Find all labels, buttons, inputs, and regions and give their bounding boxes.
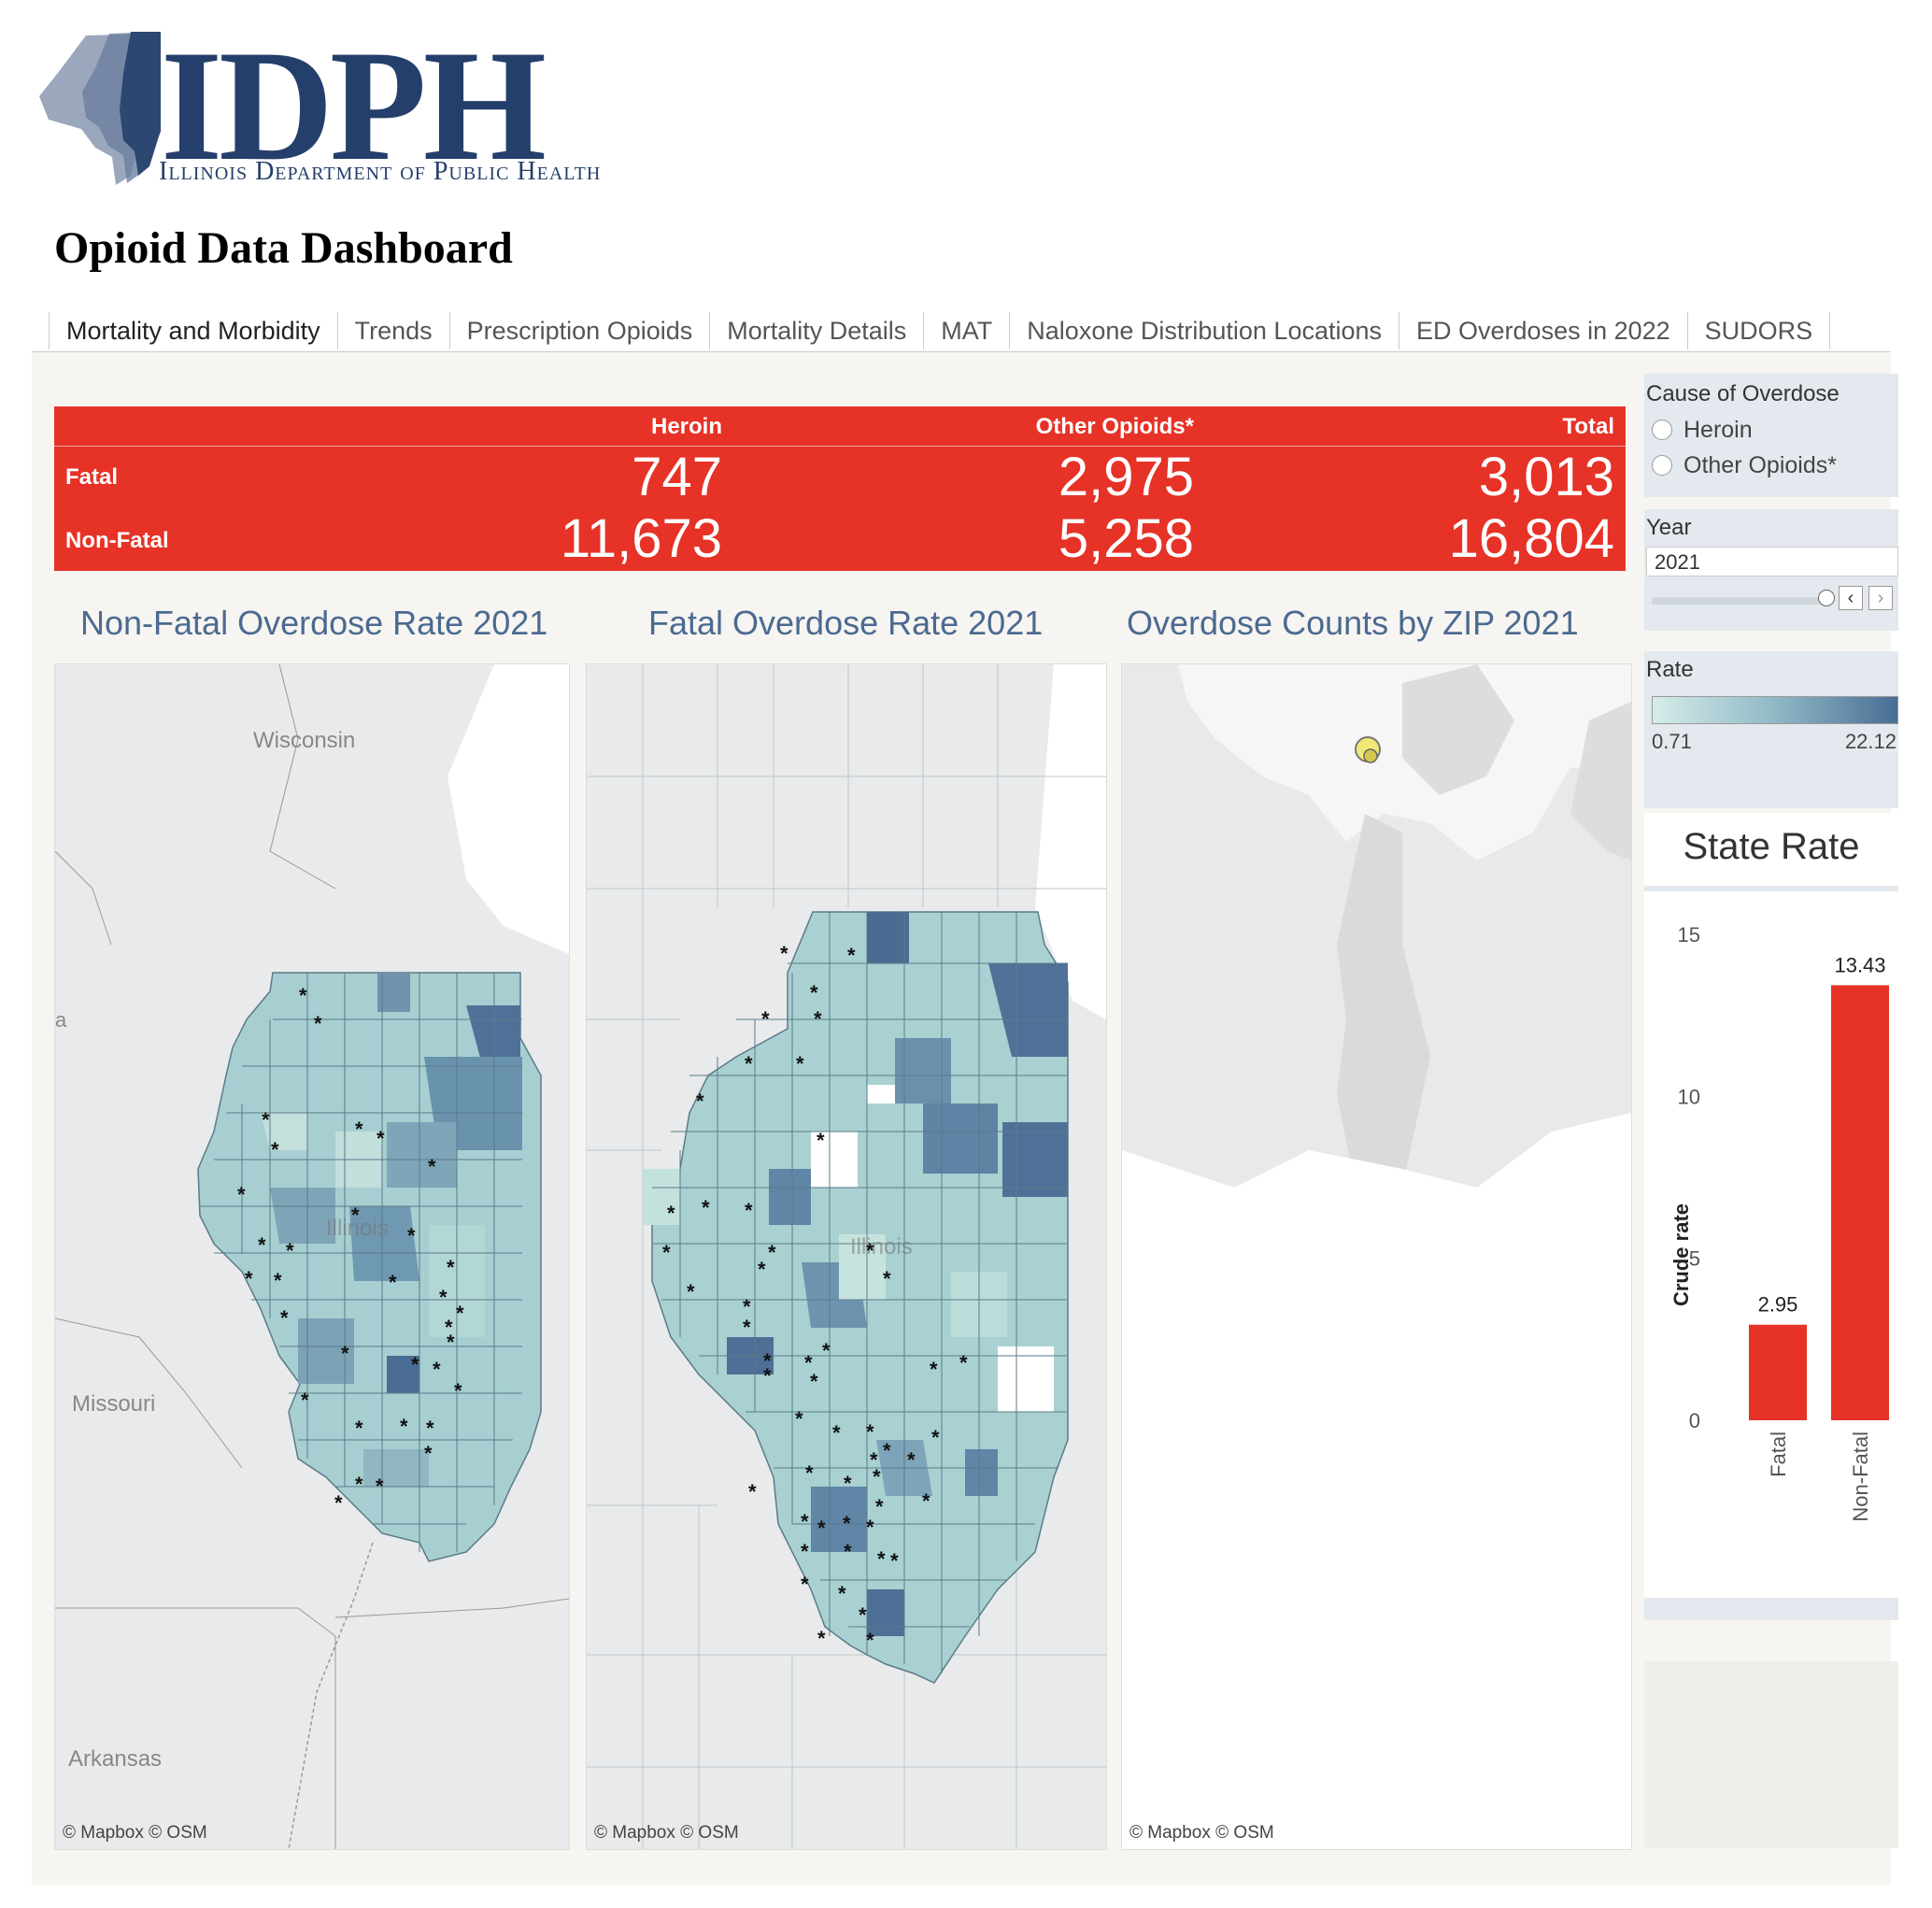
rate-legend: Rate 0.71 22.12 [1644,651,1898,808]
year-slider-handle[interactable] [1818,590,1835,606]
label-missouri: Missouri [72,1391,156,1417]
kpi-fatal-other-opioids: 2,975 [1058,447,1194,507]
tab-ed-overdoses-2022[interactable]: ED Overdoses in 2022 [1399,312,1688,349]
logo-wordmark: IDPH [161,18,547,193]
label-arkansas: Arkansas [68,1746,163,1772]
zip-overdose-counts-map[interactable]: © Mapbox © OSM [1121,663,1632,1850]
rate-max-value: 22.12 [1844,730,1896,753]
cause-option-heroin[interactable]: Heroin [1652,417,1753,444]
bar-value-label: 13.43 [1834,953,1885,976]
chart-footer-bar [1644,1598,1898,1620]
state-rate-chart: State Rate 0 5 10 15 2.95 Fatal 13.43 Non-Fatal… [1644,813,1898,1620]
kpi-fatal-heroin: 747 [632,447,722,507]
year-filter-label: Year [1646,515,1692,540]
tab-mortality-details[interactable]: Mortality Details [710,312,925,349]
x-category-label: Fatal [1767,1431,1790,1477]
blank-panel [1644,1661,1898,1848]
kpi-nonfatal-heroin: 11,673 [560,508,722,569]
fatal-map-title: Fatal Overdose Rate 2021 [648,604,1044,642]
label-edge-a: a [55,1008,67,1032]
state-rate-bars: 0 5 10 15 2.95 Fatal 13.43 Non-Fatal [1678,923,1889,1522]
nonfatal-overdose-map[interactable]: Wisconsin a Missouri Arkansas Illinois ©… [54,663,570,1850]
tab-naloxone-distribution-locations[interactable]: Naloxone Distribution Locations [1010,312,1400,349]
previous-year-button[interactable]: ‹ [1839,586,1863,610]
zip-map-title: Overdose Counts by ZIP 2021 [1127,604,1579,642]
kpi-header-heroin: Heroin [650,414,722,439]
year-slider-track[interactable] [1652,597,1829,605]
state-rate-title: State Rate [1683,826,1860,867]
bar-fatal[interactable] [1749,1324,1807,1420]
kpi-row-label-non-fatal: Non-Fatal [65,528,169,553]
radio-icon[interactable] [1652,455,1672,476]
logo-subtitle: Illinois Department of Public Health [159,157,602,186]
rate-gradient-bar [1652,696,1898,724]
y-tick-label: 0 [1689,1409,1700,1432]
cause-option-other-opioids[interactable]: Other Opioids* [1652,452,1837,479]
idph-logo: IDPH Illinois Department of Public Healt… [30,26,609,194]
bar-value-label: 2.95 [1758,1293,1798,1317]
year-filter: Year 2021 ‹ › [1644,509,1898,631]
map-credit: © Mapbox © OSM [1129,1823,1274,1843]
fatal-overdose-map[interactable]: Illinois © Mapbox © OSM [586,663,1107,1850]
page-title: Opioid Data Dashboard [54,223,513,273]
chart-divider [1644,886,1898,891]
kpi-divider [54,446,1626,447]
kpi-summary-table: Heroin Other Opioids* Total Fatal 747 2,… [54,406,1626,571]
label-wisconsin: Wisconsin [253,728,356,753]
y-tick-label: 5 [1689,1247,1700,1271]
tab-sudors[interactable]: SUDORS [1688,312,1831,349]
cause-option-label: Heroin [1683,417,1753,443]
cause-option-label: Other Opioids* [1683,452,1837,478]
nonfatal-map-title: Non-Fatal Overdose Rate 2021 [80,604,548,642]
map-credit: © Mapbox © OSM [594,1823,739,1843]
x-category-label: Non-Fatal [1849,1431,1872,1522]
next-year-button[interactable]: › [1868,586,1893,610]
rate-min-value: 0.71 [1652,730,1692,753]
y-axis-title: Crude rate [1669,1203,1693,1307]
tab-mortality-and-morbidity[interactable]: Mortality and Morbidity [49,312,338,349]
label-illinois: Illinois [850,1234,913,1260]
cause-of-overdose-filter: Cause of Overdose Heroin Other Opioids* [1644,374,1898,497]
radio-icon[interactable] [1652,420,1672,440]
cause-filter-label: Cause of Overdose [1646,381,1840,406]
map-credit: © Mapbox © OSM [63,1823,207,1843]
kpi-nonfatal-total: 16,804 [1448,508,1614,569]
y-tick-label: 10 [1678,1085,1700,1108]
kpi-header-total: Total [1562,414,1614,439]
y-tick-label: 15 [1678,923,1700,947]
illinois-silhouette-icon [39,32,161,185]
label-illinois: Illinois [326,1216,389,1241]
kpi-header-other-opioids: Other Opioids* [1035,414,1194,439]
kpi-row-label-fatal: Fatal [65,464,119,490]
y-axis-title-holder: Crude rate [1663,1168,1693,1355]
tab-bar: Mortality and Morbidity Trends Prescript… [32,312,1891,352]
year-dropdown[interactable]: 2021 [1646,547,1898,577]
bar-non-fatal[interactable] [1831,985,1889,1420]
kpi-nonfatal-other-opioids: 5,258 [1058,508,1194,569]
rate-legend-label: Rate [1646,657,1694,682]
tab-trends[interactable]: Trends [338,312,450,349]
kpi-fatal-total: 3,013 [1478,447,1614,507]
tab-prescription-opioids[interactable]: Prescription Opioids [450,312,711,349]
tab-mat[interactable]: MAT [924,312,1011,349]
